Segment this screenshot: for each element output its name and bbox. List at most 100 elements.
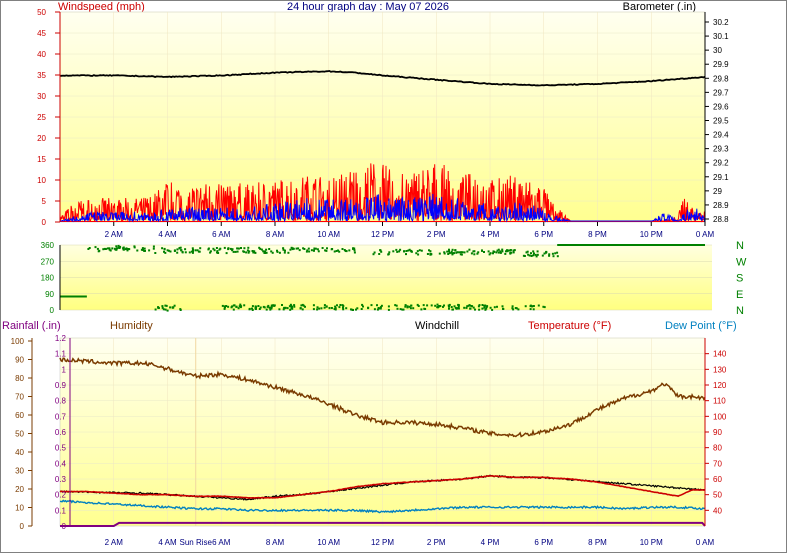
direction-point xyxy=(486,305,489,308)
direction-point xyxy=(326,247,328,250)
direction-point xyxy=(333,250,336,253)
direction-point xyxy=(127,248,130,250)
direction-point xyxy=(342,306,344,309)
direction-point xyxy=(333,308,336,310)
rainfall-tick-label: 0 xyxy=(62,522,67,531)
direction-point xyxy=(554,252,557,255)
direction-point xyxy=(415,252,418,255)
direction-point xyxy=(341,248,344,250)
direction-point xyxy=(409,307,412,310)
direction-point xyxy=(293,305,296,308)
direction-point xyxy=(297,247,300,250)
direction-point xyxy=(465,306,468,309)
direction-point xyxy=(270,304,273,307)
wind-x-tick-label: 4 AM xyxy=(158,230,177,239)
direction-point xyxy=(245,251,248,254)
direction-point xyxy=(468,248,471,251)
direction-point xyxy=(342,308,345,311)
direction-point xyxy=(401,308,404,311)
direction-point xyxy=(125,247,128,250)
barometer-tick-label: 28.9 xyxy=(713,201,729,210)
barometer-tick-label: 29.1 xyxy=(713,173,729,182)
direction-point xyxy=(355,308,357,311)
wind-x-tick-label: 2 PM xyxy=(427,230,446,239)
direction-point xyxy=(450,251,453,254)
direction-point xyxy=(304,305,306,308)
barometer-tick-label: 29.4 xyxy=(713,131,729,140)
direction-cluster xyxy=(221,303,546,311)
direction-point xyxy=(163,250,165,253)
temp-x-tick-label: 10 AM xyxy=(317,538,340,547)
barometer-tick-label: 30.2 xyxy=(713,18,729,27)
direction-point xyxy=(339,304,342,306)
direction-point xyxy=(218,248,221,251)
direction-point xyxy=(223,307,226,310)
direction-point xyxy=(552,255,555,258)
direction-point xyxy=(460,251,462,254)
direction-point xyxy=(478,308,481,311)
temp-x-tick-label: 0 AM xyxy=(696,538,715,547)
windspeed-tick-label: 25 xyxy=(37,113,46,122)
direction-point xyxy=(489,306,492,309)
direction-point xyxy=(536,253,539,256)
direction-point xyxy=(259,247,262,250)
direction-point xyxy=(298,249,301,252)
direction-point xyxy=(379,307,382,310)
windspeed-tick-label: 10 xyxy=(37,176,46,185)
direction-point xyxy=(530,305,533,308)
direction-point xyxy=(238,305,241,308)
temperature-tick-label: 70 xyxy=(713,459,722,468)
direction-point xyxy=(323,306,326,309)
humidity-tick-label: 20 xyxy=(15,485,24,494)
direction-point xyxy=(373,308,376,311)
direction-point xyxy=(352,247,355,250)
barometer-tick-label: 29.2 xyxy=(713,159,729,168)
temperature-tick-label: 140 xyxy=(713,350,727,359)
direction-point xyxy=(387,253,390,256)
direction-point xyxy=(207,247,210,250)
direction-point xyxy=(451,248,454,251)
direction-point xyxy=(406,305,409,308)
direction-point xyxy=(535,255,538,258)
direction-point xyxy=(209,250,212,253)
wind-x-tick-label: 8 AM xyxy=(266,230,285,239)
direction-point xyxy=(143,247,146,250)
temperature-tick-label: 130 xyxy=(713,365,727,374)
direction-point xyxy=(239,306,242,309)
direction-point xyxy=(396,250,399,253)
direction-point xyxy=(497,251,500,254)
direction-point xyxy=(501,248,504,251)
direction-point xyxy=(227,305,230,308)
humidity-tick-label: 100 xyxy=(11,337,25,346)
wind-x-tick-label: 8 PM xyxy=(588,230,607,239)
direction-point xyxy=(179,309,182,311)
direction-point xyxy=(481,307,484,310)
direction-point xyxy=(454,249,457,252)
direction-point xyxy=(265,308,268,311)
direction-point xyxy=(488,253,491,256)
direction-point xyxy=(525,251,528,254)
direction-point xyxy=(142,249,145,251)
direction-point xyxy=(278,251,281,254)
direction-point xyxy=(229,247,232,250)
direction-point xyxy=(392,250,395,253)
rainfall-tick-label: 0.7 xyxy=(55,412,67,421)
direction-point xyxy=(331,248,334,250)
direction-point xyxy=(338,306,341,309)
direction-point xyxy=(292,247,295,250)
direction-point xyxy=(161,247,164,250)
direction-tick-label: 270 xyxy=(41,257,55,266)
direction-point xyxy=(283,307,286,310)
direction-point xyxy=(338,250,341,253)
direction-point xyxy=(94,246,97,249)
rainfall-tick-label: 0.3 xyxy=(55,475,67,484)
direction-point xyxy=(300,304,303,307)
direction-point xyxy=(173,304,176,307)
direction-point xyxy=(197,250,200,253)
direction-point xyxy=(291,247,294,250)
direction-point xyxy=(529,308,532,311)
direction-point xyxy=(410,304,413,307)
direction-point xyxy=(345,307,348,310)
direction-point xyxy=(108,247,111,250)
barometer-tick-label: 29.6 xyxy=(713,102,729,111)
